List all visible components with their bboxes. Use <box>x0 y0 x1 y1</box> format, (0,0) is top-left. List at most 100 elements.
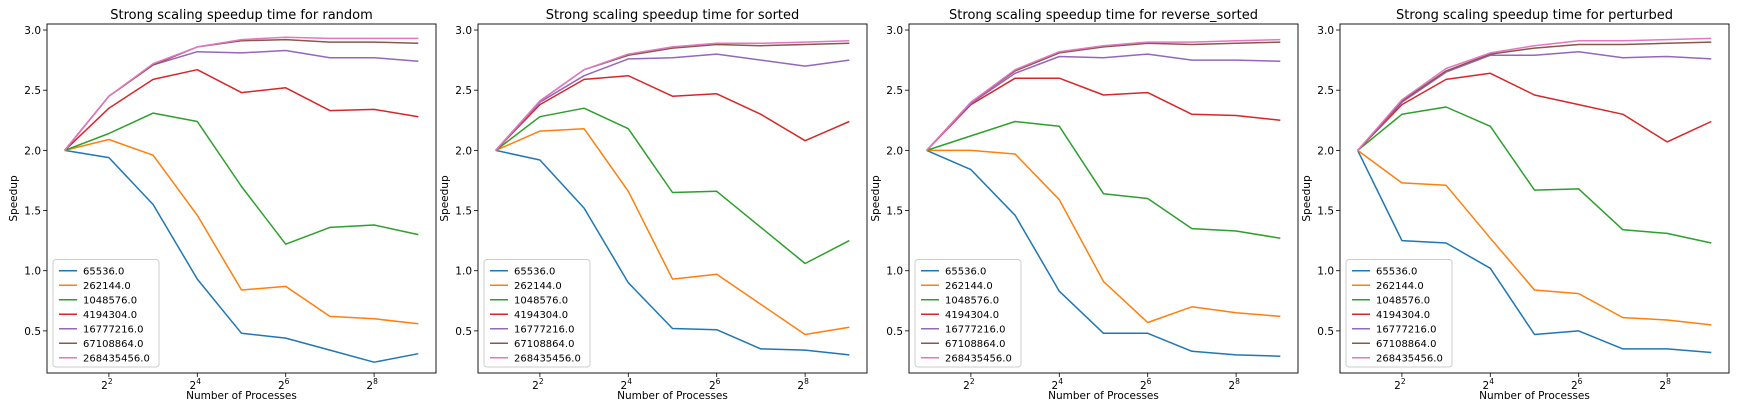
legend-label: 67108864.0 <box>945 339 1005 350</box>
series-line-4194304.0 <box>64 68 419 151</box>
legend-label: 16777216.0 <box>514 324 574 335</box>
series-line-16777216.0 <box>64 49 419 151</box>
x-axis-label: Number of Processes <box>1048 390 1159 402</box>
y-tick-label: 0.5 <box>24 326 41 338</box>
legend-label: 4194304.0 <box>83 310 137 321</box>
series-line-16777216.0 <box>495 53 850 151</box>
y-tick-label: 3.0 <box>24 25 41 37</box>
chart-1: Strong scaling speedup time for sorted 0.… <box>439 8 868 402</box>
legend-label: 16777216.0 <box>1376 324 1436 335</box>
plot-frame <box>477 23 868 374</box>
legend: 65536.0 262144.0 1048576.0 4194304.0 1677721… <box>1345 259 1453 368</box>
y-tick-label: 0.5 <box>1317 326 1334 338</box>
y-tick-label: 2.5 <box>1317 85 1334 97</box>
y-tick-label: 1.5 <box>886 206 903 218</box>
x-tick-label: 26 <box>278 377 290 392</box>
y-tick-label: 1.0 <box>455 266 472 278</box>
x-tick-label: 26 <box>1140 377 1152 392</box>
series-line-268435456.0 <box>64 36 419 151</box>
legend: 65536.0 262144.0 1048576.0 4194304.0 1677721… <box>483 259 591 368</box>
chart-2: Strong scaling speedup time for reverse_… <box>870 8 1299 402</box>
y-tick-label: 2.0 <box>455 145 472 157</box>
series-line-4194304.0 <box>926 77 1281 151</box>
legend-box <box>914 259 1022 368</box>
legend-label: 262144.0 <box>1376 281 1424 292</box>
chart-title: Strong scaling speedup time for perturbe… <box>1396 8 1673 23</box>
chart-title: Strong scaling speedup time for random <box>110 8 373 23</box>
legend: 65536.0 262144.0 1048576.0 4194304.0 1677721… <box>52 259 160 368</box>
series-line-1048576.0 <box>926 120 1281 239</box>
legend-box <box>1345 259 1453 368</box>
legend-label: 4194304.0 <box>945 310 999 321</box>
series-line-4194304.0 <box>495 74 850 151</box>
y-axis-label: Speedup <box>8 175 20 222</box>
x-tick-label: 24 <box>190 377 202 392</box>
y-tick-label: 2.5 <box>24 85 41 97</box>
legend-label: 67108864.0 <box>1376 339 1436 350</box>
legend-label: 4194304.0 <box>1376 310 1430 321</box>
series-line-262144.0 <box>926 149 1281 324</box>
legend-label: 4194304.0 <box>514 310 568 321</box>
legend: 65536.0 262144.0 1048576.0 4194304.0 1677721… <box>914 259 1022 368</box>
legend-label: 65536.0 <box>514 266 555 277</box>
plot-frame <box>1339 23 1730 374</box>
series-line-16777216.0 <box>1357 50 1712 151</box>
y-tick-label: 1.5 <box>1317 206 1334 218</box>
legend-label: 1048576.0 <box>1376 295 1430 306</box>
series-line-268435456.0 <box>1357 37 1712 151</box>
legend-label: 268435456.0 <box>514 353 581 364</box>
legend-label: 262144.0 <box>945 281 993 292</box>
legend-label: 16777216.0 <box>945 324 1005 335</box>
legend-label: 1048576.0 <box>945 295 999 306</box>
y-tick-label: 2.0 <box>886 145 903 157</box>
x-tick-label: 24 <box>1052 377 1064 392</box>
x-tick-label: 28 <box>1228 377 1240 392</box>
legend-label: 262144.0 <box>514 281 562 292</box>
series-line-262144.0 <box>64 138 419 325</box>
legend-label: 262144.0 <box>83 281 131 292</box>
legend-box <box>52 259 160 368</box>
legend-label: 16777216.0 <box>83 324 143 335</box>
plot-frame <box>908 23 1299 374</box>
legend-label: 65536.0 <box>945 266 986 277</box>
legend-box <box>483 259 591 368</box>
legend-label: 67108864.0 <box>514 339 574 350</box>
y-axis-label: Speedup <box>1301 175 1313 222</box>
x-tick-label: 22 <box>1394 377 1406 392</box>
x-axis-label: Number of Processes <box>186 390 297 402</box>
legend-label: 268435456.0 <box>1376 353 1443 364</box>
chart-title: Strong scaling speedup time for sorted <box>546 8 800 23</box>
x-axis-label: Number of Processes <box>1479 390 1590 402</box>
y-tick-label: 2.5 <box>455 85 472 97</box>
legend-label: 65536.0 <box>83 266 124 277</box>
series-line-262144.0 <box>495 127 850 336</box>
series-line-262144.0 <box>1357 149 1712 326</box>
y-tick-label: 0.5 <box>886 326 903 338</box>
series-line-1048576.0 <box>1357 106 1712 244</box>
y-tick-label: 1.0 <box>24 266 41 278</box>
y-tick-label: 1.0 <box>1317 266 1334 278</box>
series-line-1048576.0 <box>495 107 850 265</box>
chart-title: Strong scaling speedup time for reverse_… <box>949 8 1258 23</box>
x-tick-label: 24 <box>621 377 633 392</box>
x-tick-label: 26 <box>709 377 721 392</box>
y-tick-label: 3.0 <box>455 25 472 37</box>
x-tick-label: 28 <box>1659 377 1671 392</box>
series-line-65536.0 <box>64 149 419 363</box>
y-tick-label: 1.5 <box>24 206 41 218</box>
y-tick-label: 3.0 <box>886 25 903 37</box>
series-line-268435456.0 <box>926 38 1281 151</box>
plot-frame <box>46 23 437 374</box>
y-tick-label: 1.0 <box>886 266 903 278</box>
series-line-1048576.0 <box>64 112 419 245</box>
series-line-65536.0 <box>495 149 850 356</box>
series-line-67108864.0 <box>1357 41 1712 151</box>
legend-label: 1048576.0 <box>514 295 568 306</box>
series-line-268435456.0 <box>495 40 850 151</box>
x-tick-label: 22 <box>532 377 544 392</box>
x-tick-label: 24 <box>1483 377 1495 392</box>
x-axis-label: Number of Processes <box>617 390 728 402</box>
y-tick-label: 3.0 <box>1317 25 1334 37</box>
legend-label: 268435456.0 <box>83 353 150 364</box>
